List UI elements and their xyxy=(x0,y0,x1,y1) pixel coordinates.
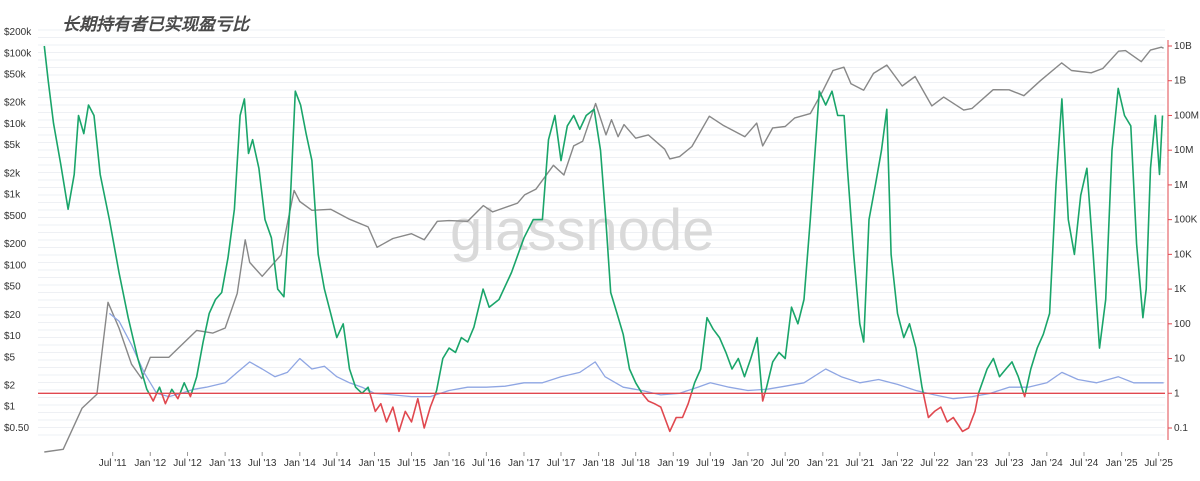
ratio-loss-segment xyxy=(148,392,158,402)
x-tick-label: Jan '15 xyxy=(358,458,390,469)
left-tick-label: $0.50 xyxy=(4,423,29,434)
right-tick-label: 1B xyxy=(1174,76,1187,87)
ratio-loss-segment xyxy=(173,392,181,400)
left-tick-label: $5 xyxy=(4,352,16,363)
watermark-text: glassnode xyxy=(450,198,714,263)
x-tick-label: Jan '12 xyxy=(134,458,166,469)
right-tick-label: 0.1 xyxy=(1174,423,1188,434)
ratio-profit-segment xyxy=(43,45,150,394)
left-tick-label: $2k xyxy=(4,168,21,179)
x-tick-label: Jan '22 xyxy=(881,458,913,469)
x-tick-label: Jan '23 xyxy=(956,458,988,469)
x-tick-label: Jan '17 xyxy=(508,458,540,469)
x-tick-label: Jul '19 xyxy=(696,458,725,469)
left-tick-label: $500 xyxy=(4,211,27,222)
ratio-loss-segment xyxy=(1022,393,1027,398)
right-tick-label: 1 xyxy=(1174,388,1180,399)
left-price-axis: $0.50 $1 $2 $5 $10 $20 $50 $100 $200 $500 $1k $2k $5… xyxy=(4,27,32,434)
x-tick-label: Jul '13 xyxy=(248,458,277,469)
right-ratio-axis: 0.1 1 10 100 1K 10K 100K 1M 10M 100M 1B 10B xyxy=(1167,40,1199,440)
ratio-profit-segment xyxy=(179,382,190,394)
ratio-loss-segment xyxy=(369,393,437,433)
ratio-loss-segment xyxy=(188,392,193,398)
right-tick-label: 10B xyxy=(1174,41,1192,52)
x-tick-label: Jul '25 xyxy=(1144,458,1173,469)
x-tick-label: Jan '19 xyxy=(657,458,689,469)
left-tick-label: $1k xyxy=(4,190,21,201)
left-tick-label: $20k xyxy=(4,98,27,109)
x-tick-label: Jul '20 xyxy=(771,458,800,469)
x-tick-label: Jul '15 xyxy=(397,458,426,469)
ratio-loss-segment xyxy=(160,392,171,405)
x-tick-label: Jul '21 xyxy=(846,458,875,469)
right-tick-label: 100M xyxy=(1174,110,1199,121)
left-tick-label: $10k xyxy=(4,119,27,130)
right-tick-label: 10 xyxy=(1174,354,1186,365)
x-tick-label: Jul '18 xyxy=(621,458,650,469)
ratio-profit-segment xyxy=(977,357,1025,394)
left-tick-label: $100 xyxy=(4,260,27,271)
ratio-profit-segment xyxy=(169,388,176,394)
x-tick-label: Jul '24 xyxy=(1070,458,1099,469)
left-tick-label: $2 xyxy=(4,380,16,391)
right-tick-label: 1M xyxy=(1174,180,1188,191)
x-tick-label: Jul '12 xyxy=(173,458,202,469)
x-tick-label: Jan '24 xyxy=(1031,458,1063,469)
ratio-profit-segment xyxy=(764,90,925,394)
right-tick-label: 1K xyxy=(1174,284,1187,295)
ratio-loss-segment xyxy=(641,392,693,433)
left-tick-label: $10 xyxy=(4,331,21,342)
ratio-profit-segment xyxy=(190,90,371,395)
x-tick-label: Jan '16 xyxy=(433,458,465,469)
left-tick-label: $20 xyxy=(4,310,21,321)
x-tick-label: Jul '11 xyxy=(99,458,127,469)
left-tick-label: $50k xyxy=(4,70,27,81)
ratio-loss-segment xyxy=(761,393,766,402)
left-tick-label: $1 xyxy=(4,402,16,413)
x-tick-label: Jan '14 xyxy=(284,458,316,469)
x-tick-label: Jan '13 xyxy=(209,458,241,469)
price-series-line xyxy=(44,46,1164,453)
left-tick-label: $200k xyxy=(4,27,32,38)
x-tick-label: Jul '17 xyxy=(547,458,576,469)
x-tick-label: Jan '25 xyxy=(1106,458,1138,469)
x-tick-label: Jan '20 xyxy=(732,458,764,469)
smoothed-ratio-line xyxy=(108,312,1164,400)
chart-title: 长期持有者已实现盈亏比 xyxy=(62,15,251,34)
x-tick-label: Jul '23 xyxy=(995,458,1024,469)
ratio-profit-segment xyxy=(434,108,643,394)
ratio-profit-segment xyxy=(1024,87,1164,394)
x-date-axis: Jul '11 Jan '12 Jul '12 Jan '13 Jul '13 Jan '… xyxy=(99,452,1173,469)
right-tick-label: 10K xyxy=(1174,249,1192,260)
ratio-loss-segment xyxy=(922,393,980,433)
x-tick-label: Jan '18 xyxy=(583,458,615,469)
left-tick-label: $50 xyxy=(4,282,21,293)
left-tick-label: $200 xyxy=(4,239,27,250)
left-tick-label: $5k xyxy=(4,140,21,151)
left-tick-label: $100k xyxy=(4,48,32,59)
ratio-profit-segment xyxy=(690,316,763,394)
ratio-profit-segment xyxy=(155,386,163,394)
x-tick-label: Jan '21 xyxy=(807,458,839,469)
right-tick-label: 100 xyxy=(1174,319,1191,330)
x-tick-label: Jul '22 xyxy=(920,458,949,469)
x-tick-label: Jul '14 xyxy=(323,458,352,469)
right-tick-label: 100K xyxy=(1174,215,1198,226)
x-tick-label: Jul '16 xyxy=(472,458,501,469)
plot-area xyxy=(38,45,1165,453)
right-tick-label: 10M xyxy=(1174,145,1193,156)
